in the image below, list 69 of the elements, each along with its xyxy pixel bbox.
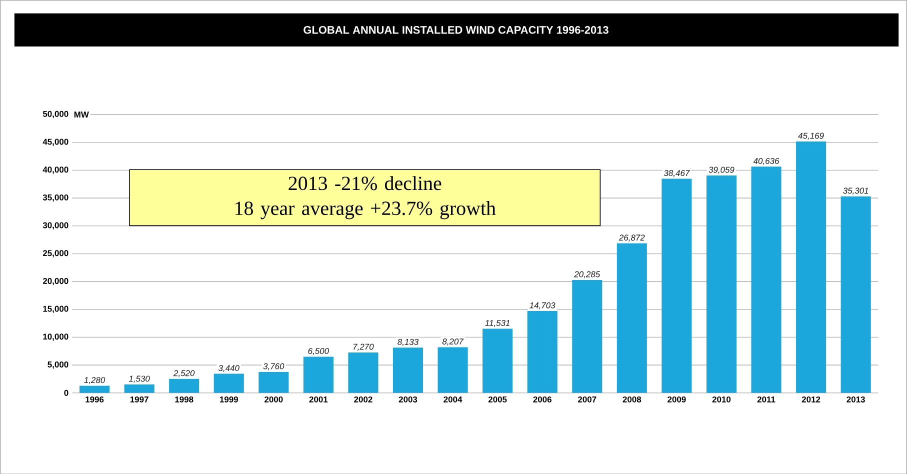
data-label: 35,301 <box>843 187 868 194</box>
data-label: 6,500 <box>308 348 329 355</box>
y-tick-label: 15,000 <box>43 306 68 313</box>
x-tick-label: 1997 <box>130 396 148 402</box>
data-label: 7,270 <box>353 344 374 351</box>
data-label: 20,285 <box>574 271 600 278</box>
bar <box>572 280 602 393</box>
x-tick-label: 2006 <box>533 396 552 402</box>
bar <box>80 386 110 393</box>
bar <box>258 372 289 393</box>
data-label: 3,440 <box>218 364 240 372</box>
x-tick-label: 2004 <box>444 396 462 402</box>
bar <box>527 310 558 393</box>
data-label: 8,207 <box>442 338 464 346</box>
x-tick-label: 2001 <box>309 396 328 402</box>
bar <box>124 384 154 393</box>
bar <box>616 243 647 393</box>
y-axis-title: MW <box>74 111 89 118</box>
x-tick-label: 1998 <box>175 396 194 402</box>
x-tick-label: 2011 <box>757 396 776 402</box>
y-tick-label: 5,000 <box>48 361 68 368</box>
x-tick-label: 2000 <box>264 396 283 402</box>
data-label: 3,760 <box>263 363 284 370</box>
data-label: 14,703 <box>530 302 556 310</box>
bar <box>169 378 200 393</box>
bar <box>840 196 871 393</box>
x-tick-label: 1996 <box>86 396 104 402</box>
bar <box>706 175 736 393</box>
x-tick-label: 2003 <box>398 396 418 402</box>
data-label: 2,520 <box>173 370 195 377</box>
y-tick-label: 50,000 <box>42 110 68 118</box>
bar <box>482 328 513 393</box>
bar <box>662 178 692 393</box>
x-tick-label: 1999 <box>220 396 238 402</box>
data-label: 39,059 <box>708 166 734 174</box>
chart-title: GLOBAL ANNUAL INSTALLED WIND CAPACITY 1996-2013 <box>304 26 608 34</box>
x-tick-label: 2005 <box>488 396 507 402</box>
bar <box>796 141 826 393</box>
x-tick-label: 2007 <box>578 396 596 402</box>
bar <box>751 166 782 393</box>
y-tick-label: 30,000 <box>42 222 68 230</box>
data-label: 38,467 <box>664 170 690 177</box>
bar <box>303 356 334 393</box>
bar <box>214 374 244 393</box>
bar <box>438 347 468 393</box>
bar <box>348 352 378 393</box>
y-tick-label: 40,000 <box>42 166 68 174</box>
y-tick-label: 20,000 <box>42 278 68 285</box>
bar <box>392 347 424 393</box>
data-label: 1,530 <box>128 375 150 382</box>
data-label: 11,531 <box>485 320 510 327</box>
data-label: 1,280 <box>84 376 106 384</box>
x-tick-label: 2013 <box>846 396 865 402</box>
data-label: 40,636 <box>753 158 780 165</box>
y-tick-label: 45,000 <box>42 138 68 146</box>
y-tick-label: 0 <box>64 390 68 396</box>
y-tick-label: 35,000 <box>42 194 68 202</box>
annotation: 2013 -21% decline <box>288 176 442 190</box>
data-label: 45,169 <box>798 132 824 140</box>
y-tick-label: 25,000 <box>42 250 68 258</box>
data-label: 26,872 <box>618 234 645 242</box>
y-tick-label: 10,000 <box>43 333 68 341</box>
annotation: 18 year average +23.7% growth <box>236 200 496 219</box>
x-tick-label: 2002 <box>354 396 372 402</box>
x-tick-label: 2010 <box>712 396 731 402</box>
x-tick-label: 2012 <box>802 396 820 402</box>
x-tick-label: 2008 <box>622 396 642 402</box>
data-label: 8,133 <box>398 338 419 346</box>
x-tick-label: 2009 <box>668 396 686 402</box>
